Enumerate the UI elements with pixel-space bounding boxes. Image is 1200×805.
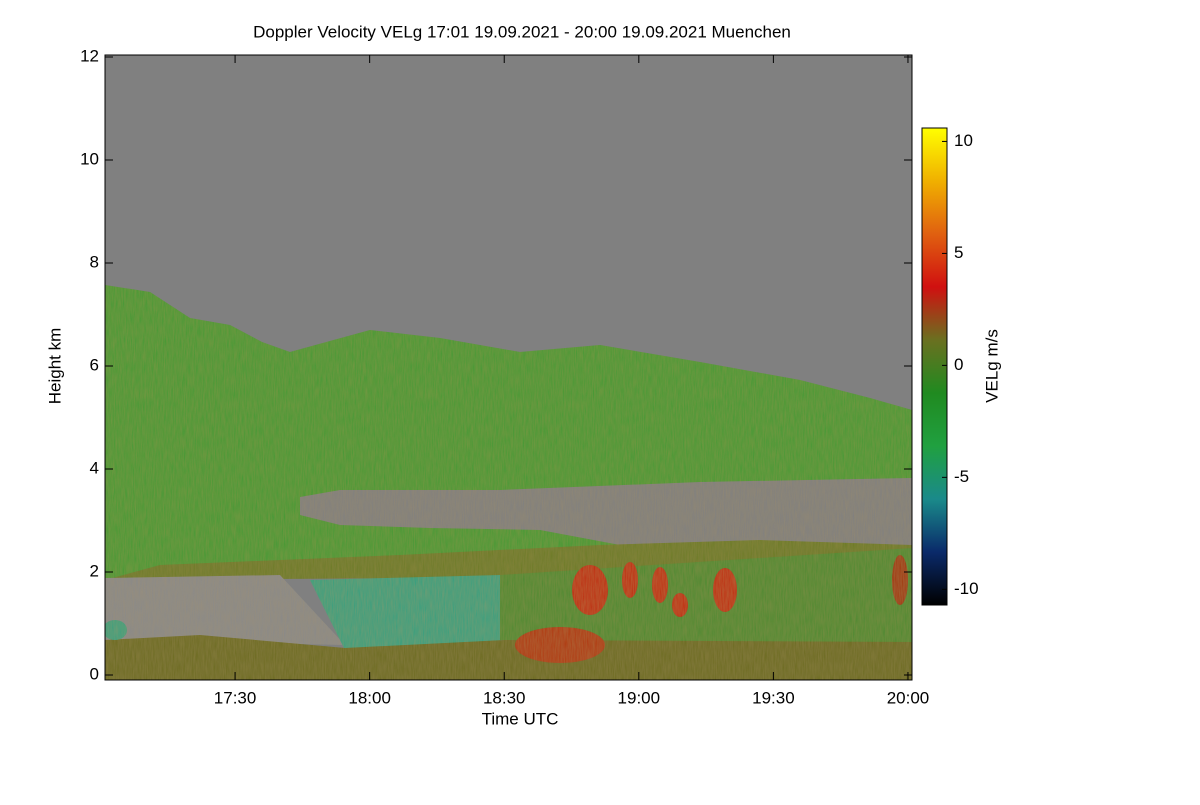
- y-tick-label: 0: [90, 664, 99, 683]
- chart-title: Doppler Velocity VELg 17:01 19.09.2021 -…: [253, 22, 791, 41]
- colorbar-tick-label: 0: [954, 355, 963, 374]
- echo-regions: [105, 285, 912, 680]
- x-tick-label: 18:00: [348, 688, 391, 707]
- x-tick-label: 18:30: [483, 688, 526, 707]
- colorbar-label: VELg m/s: [982, 329, 1001, 403]
- velocity-field: [105, 55, 912, 680]
- y-tick-label: 6: [90, 355, 99, 374]
- updraft: [672, 593, 688, 617]
- y-tick-label: 2: [90, 561, 99, 580]
- updraft: [622, 562, 638, 598]
- x-axis-label: Time UTC: [482, 709, 559, 728]
- updraft: [572, 565, 608, 615]
- updraft: [892, 555, 908, 605]
- colorbar-tick-label: -10: [954, 579, 979, 598]
- x-tick-label: 19:00: [618, 688, 661, 707]
- updraft: [713, 568, 737, 612]
- downdraft-wedge: [310, 575, 505, 650]
- y-tick-label: 4: [90, 458, 99, 477]
- x-tick-label: 17:30: [214, 688, 257, 707]
- colorbar-tick-label: 10: [954, 131, 973, 150]
- clear-gap: [300, 478, 912, 550]
- y-tick-label: 10: [80, 149, 99, 168]
- colorbar-tick-label: 5: [954, 243, 963, 262]
- x-tick-label: 20:00: [887, 688, 930, 707]
- boundary-layer: [105, 635, 912, 680]
- lower-layer: [500, 548, 912, 645]
- y-tick-label: 8: [90, 252, 99, 271]
- colorbar: [921, 127, 948, 606]
- updraft: [515, 627, 605, 663]
- colorbar-tick-label: -5: [954, 467, 969, 486]
- y-axis-label: Height km: [45, 328, 64, 405]
- clear-lower: [105, 575, 345, 645]
- updraft: [652, 567, 668, 603]
- y-tick-label: 12: [80, 46, 99, 65]
- x-tick-label: 19:30: [752, 688, 795, 707]
- plot-frame: [104, 54, 913, 681]
- downdraft: [105, 620, 127, 640]
